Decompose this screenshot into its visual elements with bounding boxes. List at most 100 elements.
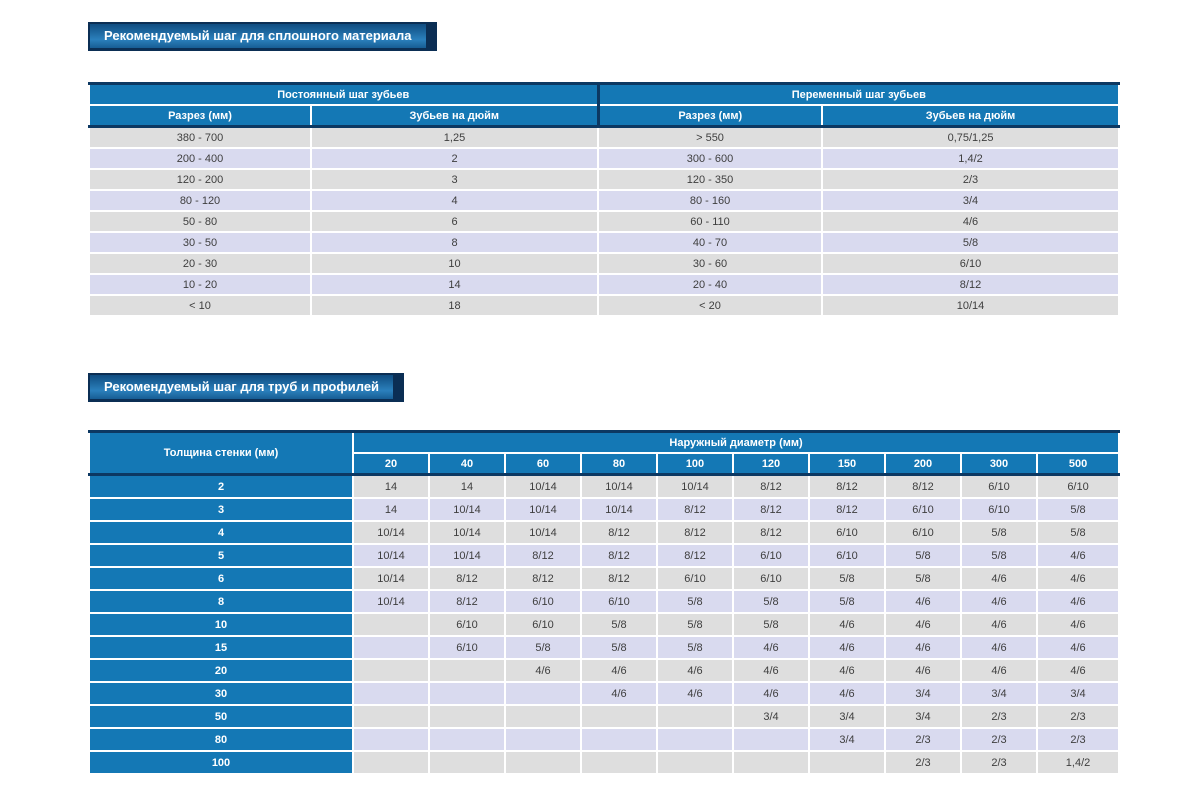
table-cell: 6/10 <box>656 566 734 591</box>
table-cell: 8/12 <box>580 566 658 591</box>
table-cell: 4/6 <box>884 658 962 683</box>
table-cell: 8/12 <box>580 543 658 568</box>
table-cell: 5/8 <box>884 566 962 591</box>
table-cell: 10/14 <box>352 543 430 568</box>
table-cell: 18 <box>309 294 600 317</box>
table-cell: 5/8 <box>656 589 734 614</box>
table-cell: 300 - 600 <box>597 147 824 170</box>
outer-diameter-group-header: Наружный диаметр (мм) <box>351 430 1121 454</box>
table-cell <box>656 727 734 752</box>
table-cell: 4/6 <box>821 210 1121 233</box>
diameter-column-header: 100 <box>656 452 734 476</box>
tubes-profiles-table-body: 2 14 14 10/14 10/14 10/14 8/12 8/12 8/12 6/10 6/10… <box>88 473 1121 775</box>
wall-thickness-row-header: 5 <box>88 543 354 568</box>
table-cell: < 20 <box>597 294 824 317</box>
table-cell: 5/8 <box>656 635 734 660</box>
diameter-column-header: 60 <box>504 452 582 476</box>
diameter-header-row: 20 40 60 80 100 120 150 200 300 500 <box>89 452 1121 476</box>
table-cell: 10/14 <box>352 589 430 614</box>
table-cell: 5/8 <box>1035 520 1121 545</box>
table-row: 50 3/4 3/4 3/4 2/3 2/3 <box>88 704 1121 729</box>
table-row: 380 - 700 1,25 > 550 0,75/1,25 <box>88 125 1121 149</box>
wall-thickness-row-header: 3 <box>88 497 354 522</box>
table-cell: 8/12 <box>821 273 1121 296</box>
table-cell: 60 - 110 <box>597 210 824 233</box>
table-cell: 4/6 <box>656 658 734 683</box>
table-cell <box>352 635 430 660</box>
wall-thickness-row-header: 4 <box>88 520 354 545</box>
table-cell <box>352 704 430 729</box>
table-cell: 10/14 <box>352 566 430 591</box>
table-cell: 4/6 <box>580 658 658 683</box>
tubes-profiles-banner: Рекомендуемый шаг для труб и профилей <box>88 373 405 402</box>
table-cell: 14 <box>352 497 430 522</box>
table-cell: 5/8 <box>580 635 658 660</box>
table-cell: 5/8 <box>808 566 886 591</box>
group-header-row: Толщина стенки (мм) Наружный диаметр (мм… <box>88 430 1121 476</box>
table-cell: 50 - 80 <box>88 210 312 233</box>
table-cell: 14 <box>352 473 430 499</box>
diameter-column-header: 80 <box>580 452 658 476</box>
table-cell: 10/14 <box>504 473 582 499</box>
table-cell: 4/6 <box>1035 543 1121 568</box>
table-cell: 5/8 <box>884 543 962 568</box>
table-cell: 120 - 350 <box>597 168 824 191</box>
table-cell: 8/12 <box>580 520 658 545</box>
table-cell: 2 <box>309 147 600 170</box>
table-cell <box>428 658 506 683</box>
table-row: 8 10/14 8/12 6/10 6/10 5/8 5/8 5/8 4/6 4/6 4/6 <box>88 589 1121 614</box>
table-cell: 80 - 120 <box>88 189 312 212</box>
table-cell: 4/6 <box>960 658 1038 683</box>
table-cell: 120 - 200 <box>88 168 312 191</box>
table-cell: 10 <box>309 252 600 275</box>
table-cell <box>428 704 506 729</box>
table-row: 20 - 30 10 30 - 60 6/10 <box>88 252 1121 275</box>
wall-thickness-row-header: 2 <box>88 473 354 499</box>
table-cell: 5/8 <box>656 612 734 637</box>
table-cell: 4/6 <box>808 658 886 683</box>
table-cell: 6/10 <box>808 520 886 545</box>
table-cell: 30 - 60 <box>597 252 824 275</box>
table-cell: 4/6 <box>960 612 1038 637</box>
table-row: 5 10/14 10/14 8/12 8/12 8/12 6/10 6/10 5/8 5/8 4/6 <box>88 543 1121 568</box>
table-cell: 4/6 <box>1035 658 1121 683</box>
table-row: 80 3/4 2/3 2/3 2/3 <box>88 727 1121 752</box>
table-cell: 8/12 <box>428 566 506 591</box>
table-row: 4 10/14 10/14 10/14 8/12 8/12 8/12 6/10 6/10 5/8 5… <box>88 520 1121 545</box>
table-cell <box>580 704 658 729</box>
table-cell: 10/14 <box>428 497 506 522</box>
table-cell <box>352 750 430 775</box>
table-cell: 1,4/2 <box>821 147 1121 170</box>
table-cell: 5/8 <box>960 520 1038 545</box>
table-row: 120 - 200 3 120 - 350 2/3 <box>88 168 1121 191</box>
table-row: 50 - 80 6 60 - 110 4/6 <box>88 210 1121 233</box>
table-cell: 4/6 <box>656 681 734 706</box>
table-cell: 8/12 <box>732 473 810 499</box>
table-cell: 5/8 <box>1035 497 1121 522</box>
table-cell <box>580 727 658 752</box>
table-cell <box>580 750 658 775</box>
table-cell: 6/10 <box>884 520 962 545</box>
table-cell <box>428 750 506 775</box>
solid-material-banner: Рекомендуемый шаг для сплошного материал… <box>88 22 437 51</box>
table-cell <box>656 704 734 729</box>
table-cell: 5/8 <box>808 589 886 614</box>
table-cell: 1,4/2 <box>1035 750 1121 775</box>
table-cell: 8/12 <box>656 497 734 522</box>
table-cell: 10/14 <box>821 294 1121 317</box>
table-cell: 8/12 <box>808 473 886 499</box>
table-cell: 10/14 <box>580 497 658 522</box>
table-cell: 6/10 <box>960 473 1038 499</box>
solid-material-table: Постоянный шаг зубьев Переменный шаг зуб… <box>87 82 1121 317</box>
table-cell: 4/6 <box>808 612 886 637</box>
table-cell: 5/8 <box>821 231 1121 254</box>
table-cell: 8/12 <box>656 543 734 568</box>
table-row: 100 2/3 2/3 1,4/2 <box>88 750 1121 775</box>
table-cell: 30 - 50 <box>88 231 312 254</box>
table-cell: 4/6 <box>732 635 810 660</box>
table-cell: 6/10 <box>808 543 886 568</box>
table-cell: 8/12 <box>656 520 734 545</box>
diameter-column-header: 150 <box>808 452 886 476</box>
table-cell: 8/12 <box>504 566 582 591</box>
table-cell: 5/8 <box>580 612 658 637</box>
